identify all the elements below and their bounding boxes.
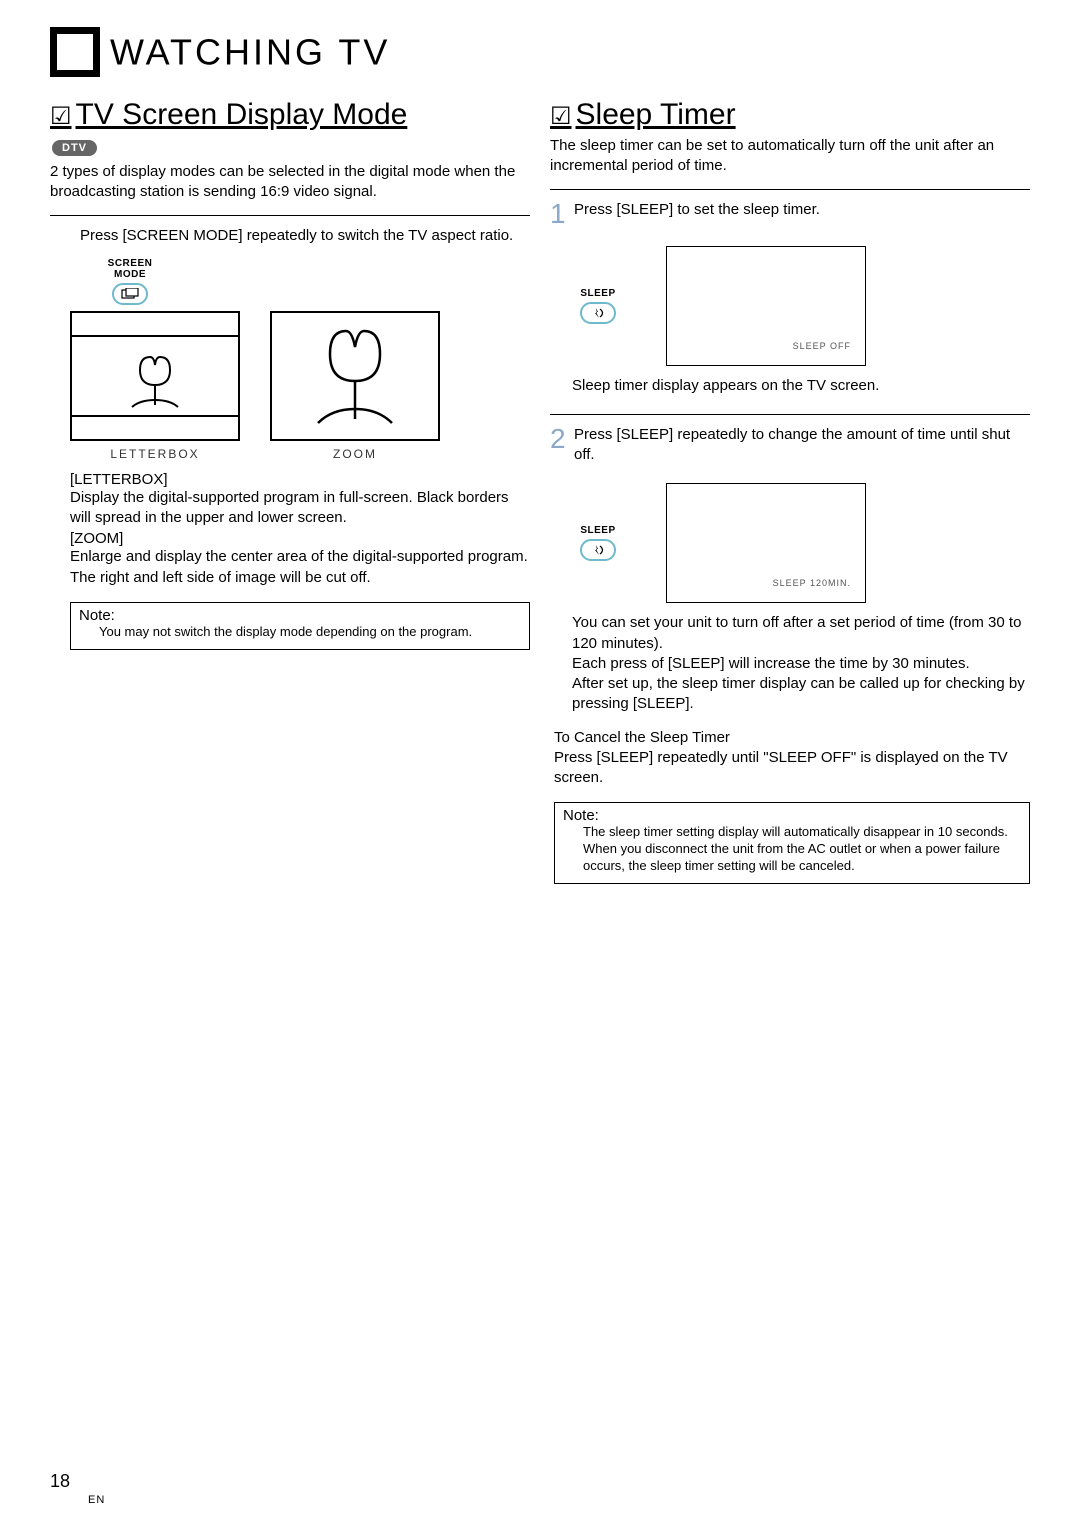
zoom-body: Enlarge and display the center area of t… [70, 547, 530, 588]
sleep-timer-section-title: ☑Sleep Timer [550, 98, 1030, 132]
step-2-para1: You can set your unit to turn off after … [572, 613, 1030, 654]
tv-screen-step1: SLEEP OFF [666, 246, 866, 366]
tv-screen-intro: 2 types of display modes can be selected… [50, 162, 530, 203]
zoom-hdr: [ZOOM] [70, 530, 530, 547]
sleep-timer-intro: The sleep timer can be set to automatica… [550, 136, 1030, 177]
tulip-icon [290, 319, 420, 439]
check-icon: ☑ [550, 103, 572, 130]
display-mode-previews: LETTERBOX ZOOM [70, 311, 530, 461]
step-2: 2 Press [SLEEP] repeatedly to change the… [550, 425, 1030, 466]
sleep-btn-label-2: SLEEP [580, 525, 615, 536]
letterbox-caption: LETTERBOX [110, 447, 199, 461]
sleep-button-icon [580, 302, 616, 324]
tv-screen-section-title: ☑TV Screen Display Mode [50, 98, 530, 132]
tv-screen-text-2: SLEEP 120MIN. [773, 578, 865, 602]
step-2-para3: After set up, the sleep timer display ca… [572, 674, 1030, 715]
screen-mode-label-l2: MODE [114, 269, 146, 280]
step-1: 1 Press [SLEEP] to set the sleep timer. [550, 200, 1030, 228]
cancel-body: Press [SLEEP] repeatedly until "SLEEP OF… [554, 748, 1030, 789]
right-note-box: Note: The sleep timer setting display wi… [554, 802, 1030, 884]
divider [550, 414, 1030, 415]
cancel-hdr: To Cancel the Sleep Timer [554, 729, 1030, 746]
left-column: ☑TV Screen Display Mode DTV 2 types of d… [50, 90, 530, 884]
zoom-preview: ZOOM [270, 311, 440, 461]
page-language: EN [88, 1494, 105, 1506]
tulip-icon [110, 345, 200, 415]
left-note-box: Note: You may not switch the display mod… [70, 602, 530, 650]
dtv-badge: DTV [52, 140, 97, 156]
right-note-hdr: Note: [563, 807, 1021, 824]
step-2-para2: Each press of [SLEEP] will increase the … [572, 654, 1030, 674]
sleep-timer-title-text: Sleep Timer [576, 98, 736, 131]
screen-mode-button-block: SCREEN MODE [100, 258, 160, 305]
left-note-hdr: Note: [79, 607, 521, 624]
tv-screen-step2: SLEEP 120MIN. [666, 483, 866, 603]
step-1-number: 1 [550, 200, 568, 228]
sleep-btn-label: SLEEP [580, 288, 615, 299]
check-icon: ☑ [50, 103, 72, 130]
zoom-caption: ZOOM [333, 447, 377, 461]
tv-screen-text-1: SLEEP OFF [793, 341, 865, 365]
page-number: 18 [50, 1471, 70, 1492]
right-note-l2: When you disconnect the unit from the AC… [563, 841, 1021, 875]
step-2-number: 2 [550, 425, 568, 453]
step-1-illustration: SLEEP SLEEP OFF [580, 246, 1030, 366]
divider [550, 189, 1030, 190]
step-1-text: Press [SLEEP] to set the sleep timer. [574, 200, 820, 220]
page-header: WATCHING TV [50, 30, 1080, 80]
screen-mode-label-l1: SCREEN [108, 258, 153, 269]
letterbox-description: [LETTERBOX] Display the digital-supporte… [70, 471, 530, 529]
step-2-text: Press [SLEEP] repeatedly to change the a… [574, 425, 1030, 466]
step-2-illustration: SLEEP SLEEP 120MIN. [580, 483, 1030, 603]
screen-mode-step: Press [SCREEN MODE] repeatedly to switch… [80, 226, 530, 246]
zoom-description: [ZOOM] Enlarge and display the center ar… [70, 530, 530, 588]
right-column: ☑Sleep Timer The sleep timer can be set … [550, 90, 1030, 884]
step-1-after: Sleep timer display appears on the TV sc… [572, 376, 1030, 396]
screen-mode-label: SCREEN MODE [108, 258, 153, 280]
letterbox-body: Display the digital-supported program in… [70, 488, 530, 529]
sleep-button-icon [580, 539, 616, 561]
screen-mode-button-icon [112, 283, 148, 305]
left-note-body: You may not switch the display mode depe… [79, 624, 521, 641]
letterbox-preview: LETTERBOX [70, 311, 240, 461]
right-note-l1: The sleep timer setting display will aut… [563, 824, 1021, 841]
divider [50, 215, 530, 216]
tv-screen-title-text: TV Screen Display Mode [76, 98, 408, 131]
letterbox-hdr: [LETTERBOX] [70, 471, 530, 488]
